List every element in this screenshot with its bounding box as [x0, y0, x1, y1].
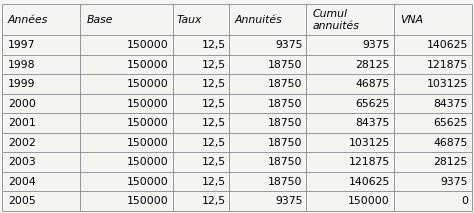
- Text: 12,5: 12,5: [202, 79, 226, 89]
- Text: 2004: 2004: [8, 177, 36, 187]
- Text: 18750: 18750: [268, 177, 302, 187]
- Text: 150000: 150000: [127, 177, 168, 187]
- Text: 28125: 28125: [356, 60, 390, 70]
- Text: 18750: 18750: [268, 79, 302, 89]
- Text: 46875: 46875: [356, 79, 390, 89]
- Text: 18750: 18750: [268, 157, 302, 167]
- Text: 150000: 150000: [127, 79, 168, 89]
- Text: 12,5: 12,5: [202, 177, 226, 187]
- Text: 12,5: 12,5: [202, 196, 226, 206]
- Text: 9375: 9375: [363, 40, 390, 50]
- Text: 12,5: 12,5: [202, 157, 226, 167]
- Text: Cumul
annuités: Cumul annuités: [312, 9, 359, 31]
- Text: 140625: 140625: [427, 40, 468, 50]
- Text: 121875: 121875: [349, 157, 390, 167]
- Text: Années: Années: [8, 15, 48, 25]
- Text: 2005: 2005: [8, 196, 36, 206]
- Text: 12,5: 12,5: [202, 118, 226, 128]
- Text: 103125: 103125: [427, 79, 468, 89]
- Text: 1998: 1998: [8, 60, 35, 70]
- Text: 28125: 28125: [433, 157, 468, 167]
- Text: 84375: 84375: [356, 118, 390, 128]
- Text: 84375: 84375: [433, 99, 468, 109]
- Text: 103125: 103125: [348, 138, 390, 148]
- Text: 150000: 150000: [127, 118, 168, 128]
- Text: 150000: 150000: [127, 196, 168, 206]
- Text: 12,5: 12,5: [202, 60, 226, 70]
- Text: 18750: 18750: [268, 99, 302, 109]
- Text: 18750: 18750: [268, 60, 302, 70]
- Text: 1999: 1999: [8, 79, 35, 89]
- Text: 65625: 65625: [433, 118, 468, 128]
- Text: Taux: Taux: [177, 15, 202, 25]
- Text: 121875: 121875: [427, 60, 468, 70]
- Text: 150000: 150000: [127, 138, 168, 148]
- Text: 12,5: 12,5: [202, 99, 226, 109]
- Text: 150000: 150000: [127, 40, 168, 50]
- Text: 9375: 9375: [275, 40, 302, 50]
- Text: VNA: VNA: [400, 15, 423, 25]
- Text: 65625: 65625: [356, 99, 390, 109]
- Text: 2002: 2002: [8, 138, 36, 148]
- Text: 150000: 150000: [127, 99, 168, 109]
- Text: 150000: 150000: [348, 196, 390, 206]
- Text: Base: Base: [86, 15, 113, 25]
- Text: 140625: 140625: [348, 177, 390, 187]
- Text: 46875: 46875: [433, 138, 468, 148]
- Text: 2003: 2003: [8, 157, 36, 167]
- Text: 9375: 9375: [275, 196, 302, 206]
- Text: 1997: 1997: [8, 40, 35, 50]
- Text: Annuités: Annuités: [235, 15, 282, 25]
- Text: 12,5: 12,5: [202, 40, 226, 50]
- Text: 18750: 18750: [268, 138, 302, 148]
- Text: 2000: 2000: [8, 99, 36, 109]
- Text: 150000: 150000: [127, 157, 168, 167]
- Text: 150000: 150000: [127, 60, 168, 70]
- Text: 2001: 2001: [8, 118, 36, 128]
- Text: 18750: 18750: [268, 118, 302, 128]
- Text: 0: 0: [461, 196, 468, 206]
- Text: 12,5: 12,5: [202, 138, 226, 148]
- Text: 9375: 9375: [440, 177, 468, 187]
